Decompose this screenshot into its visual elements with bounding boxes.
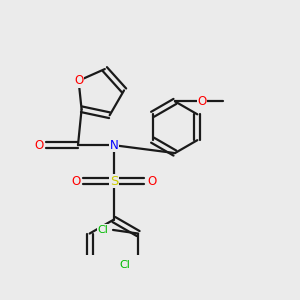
Text: O: O xyxy=(147,175,156,188)
Text: O: O xyxy=(74,74,83,87)
Text: N: N xyxy=(110,139,118,152)
Text: O: O xyxy=(197,95,206,108)
Text: Cl: Cl xyxy=(98,225,108,235)
Text: O: O xyxy=(34,139,44,152)
Text: Cl: Cl xyxy=(119,260,130,270)
Text: S: S xyxy=(110,175,118,188)
Text: O: O xyxy=(72,175,81,188)
